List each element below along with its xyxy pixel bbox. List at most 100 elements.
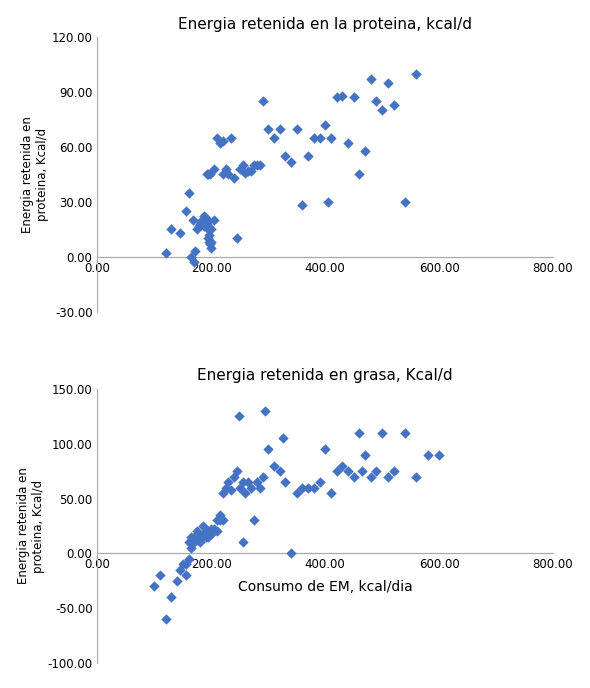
Point [201,215,211,226]
Point [412,471,421,482]
Point [161,614,171,625]
Point [372,466,381,477]
Point [372,96,381,107]
Point [206,524,216,535]
Point [309,482,319,493]
Point [275,466,284,477]
Point [215,515,225,526]
Point [186,251,196,262]
Point [400,427,409,438]
Point [227,484,236,495]
Point [212,132,222,143]
Point [186,531,196,542]
Point [192,535,202,546]
Point [189,531,199,542]
Point [202,218,211,229]
Point [269,460,278,471]
Point [234,411,244,422]
Point [315,477,324,488]
Point [178,559,188,570]
Point [378,427,387,438]
Point [206,224,216,235]
Point [383,471,392,482]
Point [184,553,194,564]
Point [195,537,205,548]
Point [244,477,253,488]
Point [212,526,222,537]
Point [201,217,210,228]
Point [200,218,209,229]
Point [332,466,342,477]
Point [315,132,324,143]
Point [181,570,191,581]
Point [286,548,296,559]
Point [181,206,191,217]
Point [378,105,387,116]
Point [292,123,301,134]
Point [255,160,264,171]
Point [195,531,205,542]
Point [434,449,444,460]
Point [209,215,219,226]
Point [298,200,307,211]
Point [201,213,211,224]
Point [358,466,367,477]
Point [232,466,242,477]
Point [244,165,253,176]
Point [355,169,364,180]
Point [218,169,227,180]
Point [202,217,212,228]
Point [258,96,267,107]
Y-axis label: Energia retenida en
proteina, Kcal/d: Energia retenida en proteina, Kcal/d [21,116,49,233]
Point [247,482,256,493]
Point [326,132,336,143]
Point [196,217,206,228]
Point [241,488,250,499]
Point [150,581,159,592]
Point [201,529,211,540]
Point [204,237,214,248]
Point [235,482,244,493]
Point [258,471,267,482]
Point [366,74,375,85]
Point [206,242,216,253]
Point [412,68,421,79]
Point [209,524,219,535]
Point [201,531,211,542]
Point [320,120,330,131]
Point [286,156,296,167]
Point [349,92,358,103]
Point [221,163,230,174]
Point [400,196,409,207]
Point [201,526,211,537]
Point [337,90,347,101]
Point [337,460,347,471]
Point [186,542,196,553]
Point [198,531,208,542]
Point [264,123,273,134]
Point [423,449,432,460]
Point [203,233,212,244]
Point [181,559,191,570]
Point [281,151,290,162]
Point [281,477,290,488]
Point [238,537,247,548]
Point [250,160,259,171]
Point [275,123,284,134]
Point [309,132,319,143]
Point [209,163,219,174]
Point [198,521,208,532]
Point [278,433,287,444]
Point [360,145,370,156]
Point [204,229,214,240]
Point [232,233,242,244]
Point [204,224,213,235]
Point [206,528,216,539]
Point [192,526,202,537]
Point [172,575,182,586]
Point [175,228,185,239]
Point [184,187,194,198]
Point [205,239,215,250]
Point [238,477,247,488]
Point [198,217,208,228]
